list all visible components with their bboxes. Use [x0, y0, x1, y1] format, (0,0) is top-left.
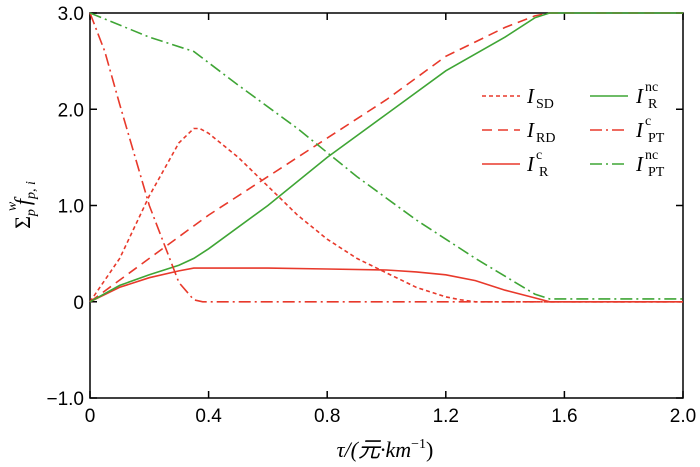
x-tick-label: 1.2 [433, 406, 459, 427]
series-line-i-r-nc [89, 12, 683, 303]
series-line-i-pt-nc [89, 12, 683, 300]
plot-frame [89, 12, 684, 399]
x-axis-label-sup: −1 [411, 437, 426, 452]
y-axis-label-f-sub: p, i [24, 181, 39, 200]
x-axis-label-close: ) [426, 437, 433, 462]
series-line-i-r-c [89, 267, 683, 303]
y-tick-label: 2.0 [58, 100, 84, 121]
y-tick-label: 0 [73, 293, 84, 314]
x-tick-label: 1.6 [551, 406, 577, 427]
x-tick-label: 0 [85, 406, 96, 427]
y-axis-label-sigma-sub: p [24, 209, 39, 217]
x-tick-label: 0.4 [195, 406, 222, 427]
x-axis-label: τ/(元·km−1) [337, 437, 434, 462]
x-axis-label-main: τ/(元·km [337, 437, 411, 462]
y-axis-label-f-sup: w [5, 201, 20, 211]
legend: I SD I RDI c R I nc RI c PTI nc PT [482, 80, 665, 180]
y-tick-label: −1.0 [46, 389, 84, 410]
series-line-i-rd [89, 12, 683, 303]
legend-entry: I RD [526, 118, 555, 146]
x-tick-label: 2.0 [670, 406, 696, 427]
y-tick-label: 1.0 [58, 197, 84, 218]
legend-entry: I SD [526, 84, 554, 112]
x-tick-label: 0.8 [314, 406, 340, 427]
series-group [89, 12, 683, 303]
y-axis-label-sigma: Σ [10, 216, 35, 229]
y-axis-label: Σpfp, i w [5, 181, 39, 229]
series-line-i-sd [89, 127, 683, 303]
y-axis-label-f: f [10, 196, 35, 205]
axes: 0 0.4 0.8 1.2 1.6 2.0−1.001.02.03.0 [46, 4, 696, 427]
y-tick-label: 3.0 [58, 4, 84, 25]
series-line-i-pt-c [89, 12, 683, 303]
